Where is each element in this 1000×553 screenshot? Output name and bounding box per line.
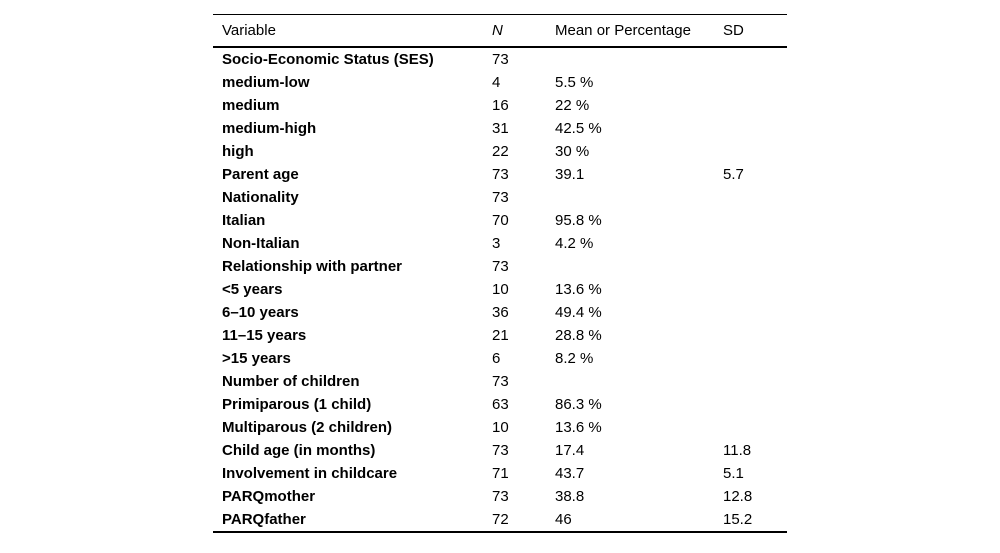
n-cell: 63 — [492, 395, 509, 413]
table-row: 6–10 years 36 49.4 % — [213, 301, 787, 324]
table-row: medium-high 31 42.5 % — [213, 117, 787, 140]
variable-cell: high — [222, 142, 254, 160]
variable-cell: Socio-Economic Status (SES) — [222, 50, 434, 68]
n-cell: 10 — [492, 418, 509, 436]
variable-cell: Nationality — [222, 188, 299, 206]
variable-cell: medium-low — [222, 73, 310, 91]
table-row: Involvement in childcare 71 43.7 5.1 — [213, 462, 787, 485]
mean-cell: 8.2 % — [555, 349, 594, 367]
n-cell: 73 — [492, 165, 509, 183]
table-body: Socio-Economic Status (SES) 73 medium-lo… — [213, 48, 787, 531]
table-row: Multiparous (2 children) 10 13.6 % — [213, 416, 787, 439]
n-cell: 16 — [492, 96, 509, 114]
table-row: Parent age 73 39.1 5.7 — [213, 163, 787, 186]
table-row: medium-low 4 5.5 % — [213, 71, 787, 94]
variable-cell: medium — [222, 96, 280, 114]
variable-cell: >15 years — [222, 349, 291, 367]
mean-cell: 39.1 — [555, 165, 585, 183]
variable-cell: PARQmother — [222, 487, 316, 505]
mean-cell: 43.7 — [555, 464, 585, 482]
mean-cell: 22 % — [555, 96, 590, 114]
mean-cell: 49.4 % — [555, 303, 602, 321]
table-row: Socio-Economic Status (SES) 73 — [213, 48, 787, 71]
n-cell: 73 — [492, 372, 509, 390]
column-header-variable: Variable — [222, 21, 276, 39]
sd-cell: 12.8 — [723, 487, 753, 505]
variable-cell: Relationship with partner — [222, 257, 403, 275]
variable-cell: Number of children — [222, 372, 360, 390]
n-cell: 72 — [492, 510, 509, 528]
variable-cell: Non-Italian — [222, 234, 300, 252]
n-cell: 73 — [492, 487, 509, 505]
variable-cell: medium-high — [222, 119, 317, 137]
column-header-sd: SD — [723, 21, 744, 39]
variable-cell: 6–10 years — [222, 303, 299, 321]
mean-cell: 42.5 % — [555, 119, 602, 137]
n-cell: 22 — [492, 142, 509, 160]
table-row: Primiparous (1 child) 63 86.3 % — [213, 393, 787, 416]
table-header-row: Variable N Mean or Percentage SD — [213, 15, 787, 48]
variable-cell: <5 years — [222, 280, 283, 298]
table-row: high 22 30 % — [213, 140, 787, 163]
sd-cell: 11.8 — [723, 441, 752, 459]
table-row: Italian 70 95.8 % — [213, 209, 787, 232]
column-header-mean: Mean or Percentage — [555, 21, 691, 39]
table-row: <5 years 10 13.6 % — [213, 278, 787, 301]
sd-cell: 5.1 — [723, 464, 744, 482]
mean-cell: 95.8 % — [555, 211, 602, 229]
column-header-n: N — [492, 21, 503, 39]
n-cell: 73 — [492, 441, 509, 459]
variable-cell: Parent age — [222, 165, 299, 183]
variable-cell: 11–15 years — [222, 326, 307, 344]
table-row: medium 16 22 % — [213, 94, 787, 117]
table-row: PARQmother 73 38.8 12.8 — [213, 485, 787, 508]
table-row: Child age (in months) 73 17.4 11.8 — [213, 439, 787, 462]
n-cell: 73 — [492, 50, 509, 68]
n-cell: 70 — [492, 211, 509, 229]
variable-cell: Italian — [222, 211, 266, 229]
n-cell: 3 — [492, 234, 501, 252]
table-row: Nationality 73 — [213, 186, 787, 209]
mean-cell: 5.5 % — [555, 73, 594, 91]
table-row: 11–15 years 21 28.8 % — [213, 324, 787, 347]
variable-cell: Primiparous (1 child) — [222, 395, 372, 413]
mean-cell: 4.2 % — [555, 234, 594, 252]
table-row: PARQfather 72 46 15.2 — [213, 508, 787, 531]
mean-cell: 30 % — [555, 142, 590, 160]
n-cell: 73 — [492, 188, 509, 206]
n-cell: 73 — [492, 257, 509, 275]
mean-cell: 28.8 % — [555, 326, 602, 344]
n-cell: 36 — [492, 303, 509, 321]
variable-cell: Child age (in months) — [222, 441, 376, 459]
variable-cell: PARQfather — [222, 510, 306, 528]
sd-cell: 5.7 — [723, 165, 744, 183]
mean-cell: 13.6 % — [555, 280, 602, 298]
mean-cell: 13.6 % — [555, 418, 602, 436]
table-row: Relationship with partner 73 — [213, 255, 787, 278]
n-cell: 31 — [492, 119, 509, 137]
table-row: >15 years 6 8.2 % — [213, 347, 787, 370]
sd-cell: 15.2 — [723, 510, 753, 528]
mean-cell: 17.4 — [555, 441, 585, 459]
n-cell: 6 — [492, 349, 501, 367]
variable-cell: Multiparous (2 children) — [222, 418, 393, 436]
mean-cell: 86.3 % — [555, 395, 602, 413]
n-cell: 10 — [492, 280, 509, 298]
mean-cell: 38.8 — [555, 487, 585, 505]
mean-cell: 46 — [555, 510, 572, 528]
descriptive-statistics-table: Variable N Mean or Percentage SD Socio-E… — [213, 14, 787, 533]
n-cell: 4 — [492, 73, 501, 91]
variable-cell: Involvement in childcare — [222, 464, 398, 482]
table-row: Non-Italian 3 4.2 % — [213, 232, 787, 255]
n-cell: 21 — [492, 326, 509, 344]
n-cell: 71 — [492, 464, 509, 482]
table-row: Number of children 73 — [213, 370, 787, 393]
